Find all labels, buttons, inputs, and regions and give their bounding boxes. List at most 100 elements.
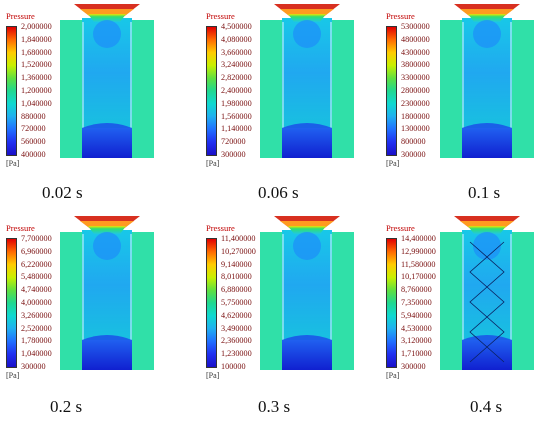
colorbar-tick-label: 2800000 — [401, 86, 430, 95]
colorbar-tick-label: 4,620000 — [221, 310, 252, 320]
colorbar-tick-label: 8,760000 — [401, 285, 432, 295]
colorbar-tick-label: 1,230000 — [221, 349, 252, 359]
colorbar — [386, 238, 397, 368]
colorbar-tick-label: 880000 — [21, 111, 46, 121]
legend-title: Pressure — [386, 223, 415, 233]
pressure-contour-plot — [260, 4, 354, 158]
outlet-region — [282, 340, 332, 370]
colorbar — [6, 26, 17, 156]
colorbar-tick-label: 11,400000 — [221, 234, 256, 243]
colorbar-tick-label: 2,360000 — [221, 336, 252, 346]
colorbar-tick-label: 3,660000 — [221, 47, 252, 57]
legend-title: Pressure — [386, 11, 415, 21]
colorbar-tick-label: 4800000 — [401, 34, 430, 44]
colorbar-tick-label: 1,040000 — [21, 98, 52, 108]
colorbar-tick-label: 4,080000 — [221, 34, 252, 44]
colorbar-tick-label: 400000 — [21, 150, 46, 159]
colorbar-tick-label: 10,170000 — [401, 272, 436, 282]
pressure-contour-plot — [440, 4, 534, 158]
contour-panel: Pressure 14,400000 12,990000 11,580000 10,17… — [380, 212, 550, 423]
outlet-region — [82, 128, 132, 158]
colorbar-tick-label: 12,990000 — [401, 246, 436, 256]
colorbar-tick-label: 11,580000 — [401, 259, 436, 269]
pressure-contour-plot — [440, 216, 534, 370]
colorbar-tick-label: 2,520000 — [21, 323, 52, 333]
colorbar-tick-label: 3800000 — [401, 60, 430, 70]
particle-trajectory — [469, 241, 505, 363]
pressure-contour-plot — [60, 216, 154, 370]
colorbar-tick-label: 10,270000 — [221, 246, 256, 256]
colorbar-tick-label: 2,400000 — [221, 86, 252, 95]
time-caption: 0.1 s — [468, 183, 501, 202]
colorbar-tick-label: 4,530000 — [401, 323, 432, 333]
colorbar-tick-label: 6,880000 — [221, 285, 252, 295]
colorbar — [206, 238, 217, 368]
colorbar-tick-label: 100000 — [221, 362, 246, 371]
colorbar-tick-label: 1,780000 — [21, 336, 52, 346]
contour-panel: Pressure 2,000000 1,840000 1,680000 1,520000… — [0, 0, 183, 211]
unit-label: [Pa] — [386, 159, 400, 168]
colorbar-tick-label: 8,010000 — [221, 272, 252, 282]
colorbar-tick-label: 300000 — [401, 150, 426, 159]
time-caption: 0.02 s — [42, 183, 83, 202]
pressure-contour-plot — [260, 216, 354, 370]
time-caption: 0.3 s — [258, 397, 291, 416]
colorbar-tick-label: 5,750000 — [221, 298, 252, 307]
outlet-region — [282, 128, 332, 158]
colorbar-tick-label: 1,680000 — [21, 47, 52, 57]
colorbar-tick-label: 2,000000 — [21, 22, 52, 31]
colorbar-tick-label: 5300000 — [401, 22, 430, 31]
colorbar-tick-label: 1,840000 — [21, 34, 52, 44]
colorbar-tick-label: 3,260000 — [21, 310, 52, 320]
colorbar-tick-label: 1,360000 — [21, 73, 52, 83]
legend-title: Pressure — [6, 11, 35, 21]
time-caption: 0.06 s — [258, 183, 299, 202]
colorbar-tick-label: 720000 — [21, 124, 46, 134]
colorbar-tick-label: 6,220000 — [21, 259, 52, 269]
colorbar-tick-label: 300000 — [221, 150, 246, 159]
colorbar-tick-label: 1,980000 — [221, 98, 252, 108]
colorbar — [6, 238, 17, 368]
colorbar-tick-label: 14,400000 — [401, 234, 436, 243]
colorbar-tick-label: 7,700000 — [21, 234, 52, 243]
unit-label: [Pa] — [206, 371, 220, 380]
colorbar-tick-label: 6,960000 — [21, 246, 52, 256]
colorbar-tick-label: 1300000 — [401, 124, 430, 134]
colorbar-tick-label: 3300000 — [401, 73, 430, 83]
colorbar-tick-label: 300000 — [21, 362, 46, 371]
unit-label: [Pa] — [6, 159, 20, 168]
legend-title: Pressure — [6, 223, 35, 233]
unit-label: [Pa] — [206, 159, 220, 168]
colorbar — [386, 26, 397, 156]
colorbar-tick-label: 720000 — [221, 137, 246, 147]
time-caption: 0.2 s — [50, 397, 83, 416]
colorbar-tick-label: 4,740000 — [21, 285, 52, 295]
colorbar-tick-label: 4300000 — [401, 47, 430, 57]
colorbar-tick-label: 7,350000 — [401, 298, 432, 307]
colorbar-tick-label: 9,140000 — [221, 259, 252, 269]
colorbar-tick-label: 1,560000 — [221, 111, 252, 121]
colorbar — [206, 26, 217, 156]
colorbar-tick-label: 1,520000 — [21, 60, 52, 70]
outlet-region — [462, 128, 512, 158]
legend-title: Pressure — [206, 11, 235, 21]
colorbar-tick-label: 5,940000 — [401, 310, 432, 320]
contour-panel: Pressure 5300000 4800000 4300000 3800000 3300… — [380, 0, 550, 211]
colorbar-tick-label: 1,040000 — [21, 349, 52, 359]
colorbar-tick-label: 4,500000 — [221, 22, 252, 31]
outlet-region — [82, 340, 132, 370]
colorbar-tick-label: 1,140000 — [221, 124, 252, 134]
colorbar-tick-label: 3,240000 — [221, 60, 252, 70]
colorbar-tick-label: 2,820000 — [221, 73, 252, 83]
unit-label: [Pa] — [386, 371, 400, 380]
contour-panel: Pressure 7,700000 6,960000 6,220000 5,480000… — [0, 212, 183, 423]
colorbar-tick-label: 4,000000 — [21, 298, 52, 307]
outlet-region — [462, 340, 512, 370]
time-caption: 0.4 s — [470, 397, 503, 416]
colorbar-tick-label: 2300000 — [401, 98, 430, 108]
colorbar-tick-label: 800000 — [401, 137, 426, 147]
contour-panel: Pressure 11,400000 10,270000 9,140000 8,0100… — [200, 212, 383, 423]
legend-title: Pressure — [206, 223, 235, 233]
contour-panel: Pressure 4,500000 4,080000 3,660000 3,240000… — [200, 0, 383, 211]
pressure-contour-plot — [60, 4, 154, 158]
